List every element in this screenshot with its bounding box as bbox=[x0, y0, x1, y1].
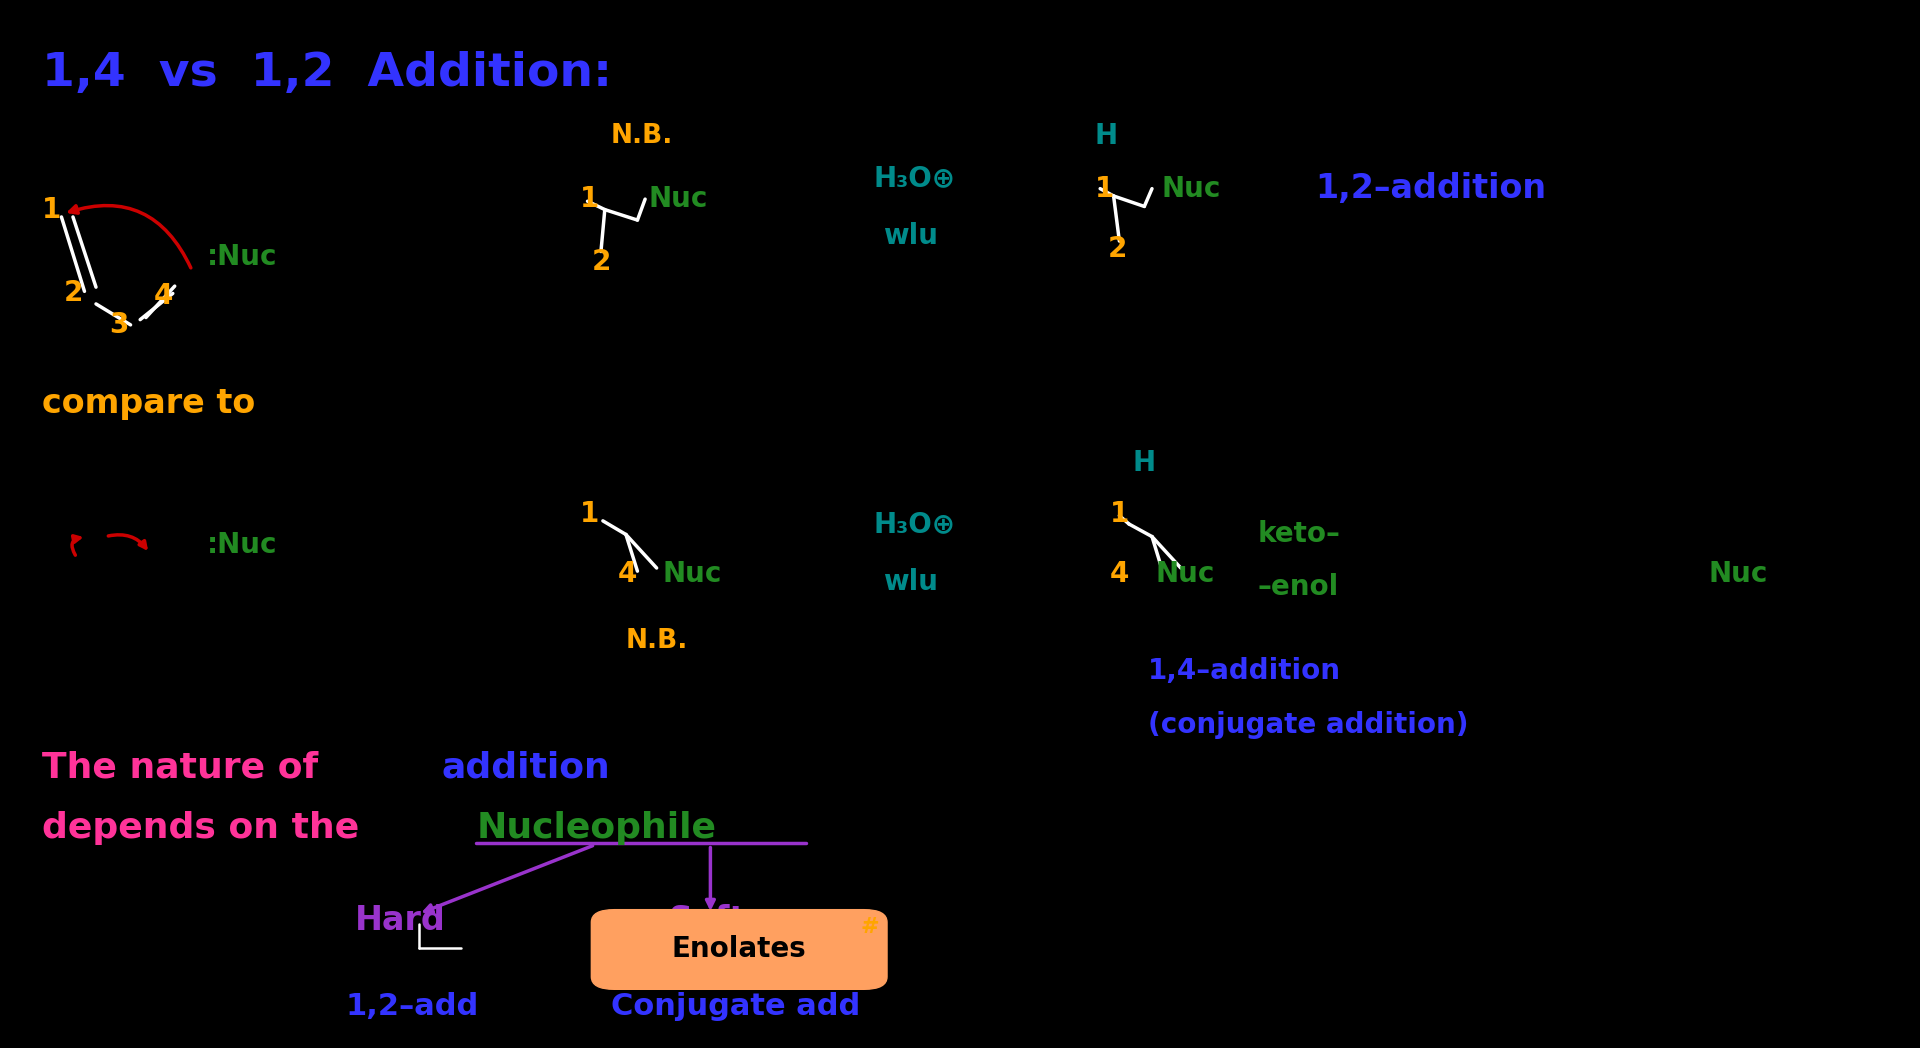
Text: 2: 2 bbox=[1108, 236, 1127, 263]
Text: 1,4–addition: 1,4–addition bbox=[1148, 657, 1342, 684]
Text: (conjugate addition): (conjugate addition) bbox=[1148, 712, 1469, 739]
Text: H₃O⊕: H₃O⊕ bbox=[874, 510, 956, 538]
Text: #: # bbox=[860, 917, 879, 938]
Text: depends on the: depends on the bbox=[42, 811, 372, 845]
Text: compare to: compare to bbox=[42, 387, 255, 420]
Text: 3: 3 bbox=[109, 311, 129, 339]
Text: Nuc: Nuc bbox=[649, 185, 708, 213]
Text: Nucleophile: Nucleophile bbox=[476, 811, 716, 845]
Text: Nuc: Nuc bbox=[662, 561, 722, 588]
Text: The nature of: The nature of bbox=[42, 750, 330, 784]
Text: 1: 1 bbox=[1110, 500, 1129, 527]
Text: 1: 1 bbox=[580, 185, 599, 213]
Text: Nuc: Nuc bbox=[1156, 561, 1215, 588]
FancyBboxPatch shape bbox=[591, 910, 887, 989]
Text: :Nuc: :Nuc bbox=[207, 531, 278, 559]
Text: Hard: Hard bbox=[355, 903, 445, 937]
Text: 2: 2 bbox=[63, 280, 83, 307]
Text: Conjugate add: Conjugate add bbox=[611, 991, 860, 1021]
Text: 4: 4 bbox=[1110, 561, 1129, 588]
Text: wlu: wlu bbox=[883, 222, 939, 249]
Text: 1: 1 bbox=[580, 500, 599, 527]
Text: 2: 2 bbox=[591, 248, 611, 276]
Text: keto–: keto– bbox=[1258, 521, 1340, 548]
Text: Nuc: Nuc bbox=[1709, 561, 1768, 588]
Text: 1,2–addition: 1,2–addition bbox=[1315, 172, 1546, 205]
Text: :Nuc: :Nuc bbox=[207, 243, 278, 270]
Text: 1,2–add: 1,2–add bbox=[346, 991, 478, 1021]
Text: –enol: –enol bbox=[1258, 573, 1338, 601]
Text: H₃O⊕: H₃O⊕ bbox=[874, 165, 956, 192]
Text: 1,4  vs  1,2  Addition:: 1,4 vs 1,2 Addition: bbox=[42, 51, 612, 95]
Text: N.B.: N.B. bbox=[611, 124, 672, 149]
Text: 4: 4 bbox=[618, 561, 637, 588]
Text: 4: 4 bbox=[154, 282, 173, 309]
Text: Nuc: Nuc bbox=[1162, 175, 1221, 202]
Text: Soft: Soft bbox=[668, 903, 745, 937]
Text: Enolates: Enolates bbox=[672, 936, 806, 963]
Text: H: H bbox=[1133, 450, 1156, 477]
Text: 1: 1 bbox=[42, 196, 61, 223]
Text: wlu: wlu bbox=[883, 568, 939, 595]
Text: addition: addition bbox=[442, 750, 611, 784]
Text: 1: 1 bbox=[1094, 175, 1114, 202]
Text: N.B.: N.B. bbox=[626, 629, 687, 654]
Text: H: H bbox=[1094, 123, 1117, 150]
